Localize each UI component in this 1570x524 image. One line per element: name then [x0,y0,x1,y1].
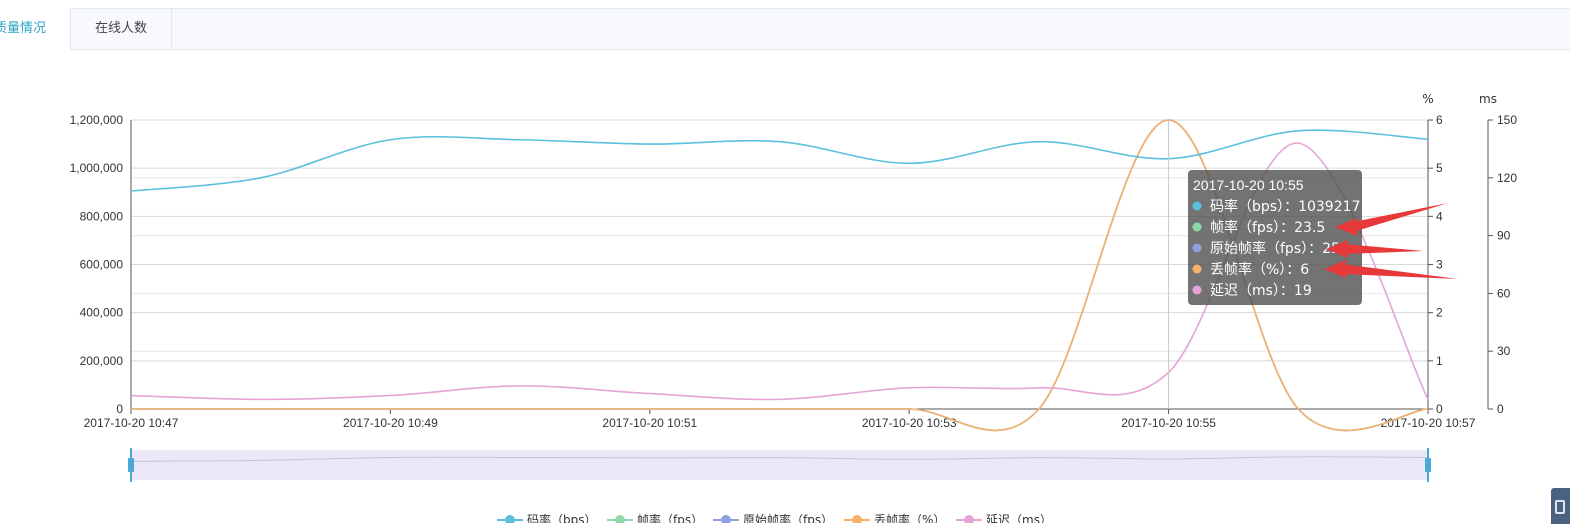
zoom-handle [128,458,134,472]
tooltip-row: 码率（bps）：1039217 [1210,198,1360,215]
ms-axis-unit: ms [1479,92,1497,106]
legend-marker [505,515,515,523]
tooltip-row: 原始帧率（fps）：25 [1210,240,1340,257]
x-axis-tick-label: 2017-10-20 10:53 [862,416,957,430]
x-axis-tick-label: 2017-10-20 10:51 [602,416,697,430]
legend[interactable]: 码率（bps） 帧率（fps） 原始帧率（fps） 丢帧率（%） 延迟（ms） [497,512,1052,523]
zoom-preview-line [130,456,1429,462]
red-arrow-shaft [1353,203,1448,232]
tooltip-marker [1192,201,1202,211]
pct-axis-tick-label: 3 [1436,258,1443,272]
red-arrow-shaft [1342,264,1458,279]
legend-label: 原始帧率（fps） [743,512,833,523]
left-axis-tick-label: 400,000 [80,306,124,320]
legend-marker [964,515,974,523]
legend-marker [615,515,625,523]
left-axis-tick-label: 1,000,000 [70,161,124,175]
x-axis-tick-label: 2017-10-20 10:57 [1381,416,1476,430]
ms-axis-tick-label: 30 [1497,344,1511,358]
tooltip-title: 2017-10-20 10:55 [1193,177,1304,193]
ms-axis-tick-label: 120 [1497,171,1517,185]
ms-axis-tick-label: 90 [1497,229,1511,243]
tooltip-marker [1192,285,1202,295]
legend-label: 帧率（fps） [637,512,703,523]
series-line [130,129,1429,192]
tooltip-row: 帧率（fps）：23.5 [1210,219,1325,236]
left-axis-tick-label: 800,000 [80,209,124,223]
red-arrow-head [1335,218,1357,236]
tab-quality[interactable]: 质量情况 [0,8,71,51]
zoom-handle [1425,458,1431,472]
ms-axis-tick-label: 60 [1497,286,1511,300]
tooltip-marker [1192,264,1202,274]
zoom-background [131,450,1428,480]
quality-chart: 0 200,000 400,000 600,000 800,000 1,000,000 1,… [70,92,1518,523]
pct-axis-tick-label: 6 [1436,113,1443,127]
legend-label: 延迟（ms） [986,513,1052,523]
tab-online-count[interactable]: 在线人数 [71,8,172,50]
window-icon [1555,500,1565,514]
ms-axis-tick-label: 0 [1497,402,1504,416]
red-arrow-head [1324,260,1346,278]
pct-axis-tick-label: 4 [1436,209,1443,223]
tooltip-marker [1192,243,1202,253]
side-widget-button[interactable] [1551,488,1570,524]
pct-axis-unit: % [1422,92,1433,106]
tooltip: 2017-10-20 10:55 码率（bps）：1039217 帧率（fps）：2… [1188,170,1362,305]
red-arrow-head [1326,240,1348,258]
pct-axis-tick-label: 5 [1436,161,1443,175]
tooltip-row: 延迟（ms）：19 [1210,283,1312,299]
left-axis-tick-label: 600,000 [80,258,124,272]
pct-axis-tick-label: 1 [1436,354,1443,368]
tab-bar: 质量情况 在线人数 [0,8,1570,51]
pct-axis-tick-label: 0 [1436,402,1443,416]
annotation-arrows [1324,203,1458,279]
legend-marker [721,515,731,523]
axes: 0 200,000 400,000 600,000 800,000 1,000,000 1,… [70,92,1518,430]
tooltip-box [1188,170,1362,305]
ms-axis-tick-label: 150 [1497,113,1517,127]
left-axis-tick-label: 0 [116,402,123,416]
legend-label: 丢帧率（%） [874,512,945,523]
x-axis-tick-label: 2017-10-20 10:49 [343,416,438,430]
x-axis-tick-label: 2017-10-20 10:55 [1121,416,1216,430]
tooltip-row: 丢帧率（%）：6 [1210,261,1309,278]
tooltip-marker [1192,222,1202,232]
legend-label: 码率（bps） [527,512,597,523]
pct-axis-tick-label: 2 [1436,306,1443,320]
data-zoom-slider[interactable] [128,448,1431,482]
x-axis-tick-label: 2017-10-20 10:47 [84,416,179,430]
left-axis-tick-label: 1,200,000 [70,113,124,127]
red-arrow-shaft [1344,244,1424,254]
legend-marker [852,515,862,523]
left-axis-tick-label: 200,000 [80,354,124,368]
